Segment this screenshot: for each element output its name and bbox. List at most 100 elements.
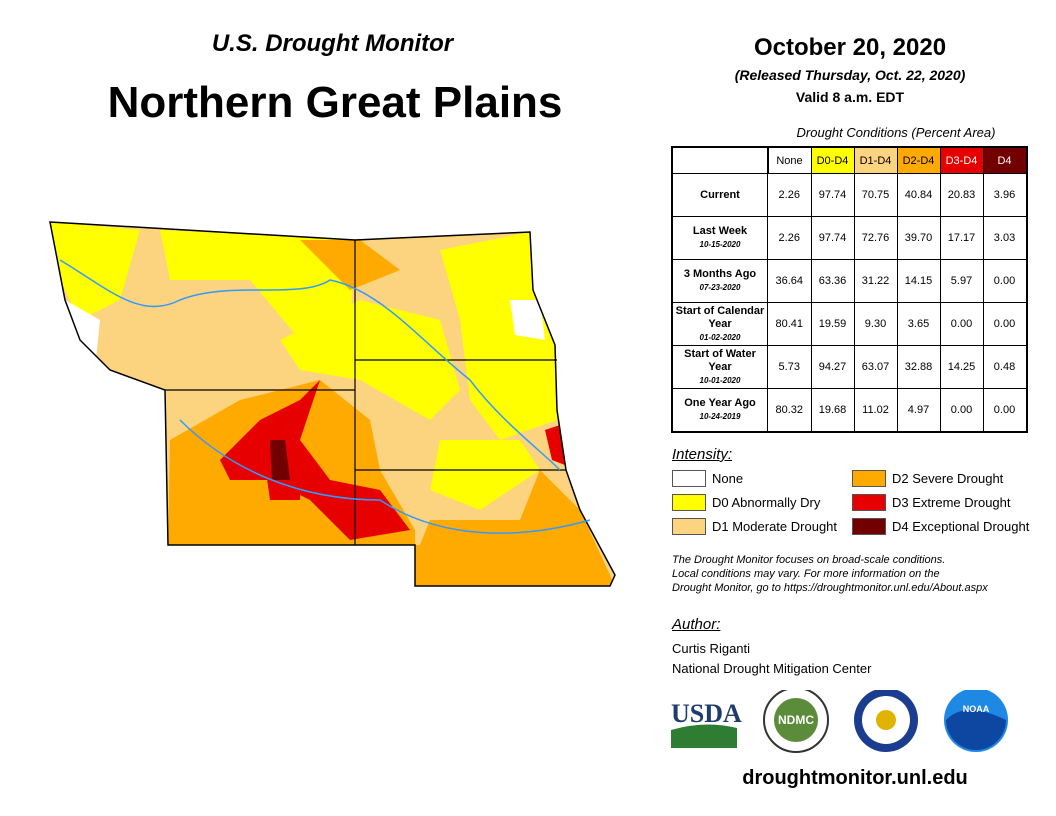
legend-item: D3 Extreme Drought <box>852 494 1011 511</box>
table-caption: Drought Conditions (Percent Area) <box>796 125 996 140</box>
svg-text:USDA: USDA <box>671 699 742 728</box>
page-title: Northern Great Plains <box>107 78 563 127</box>
state-borders <box>165 240 566 545</box>
table-row: Last Week 10-15-2020 2.26 97.74 72.76 39.70 17… <box>671 216 1027 260</box>
col-header: D4 <box>982 146 1027 174</box>
author-info: Curtis Riganti National Drought Mitigati… <box>672 639 871 679</box>
legend-swatch <box>672 470 706 487</box>
table-cell: 0.48 <box>982 345 1027 389</box>
table-cell: 17.17 <box>939 216 984 260</box>
table-cell: 63.07 <box>853 345 898 389</box>
table-cell: 36.64 <box>767 259 812 303</box>
col-header: D3-D4 <box>939 146 984 174</box>
table-row: Start of Water Year 10-01-2020 5.73 94.27 63… <box>671 345 1027 389</box>
note-line: Drought Monitor, go to https://droughtmo… <box>672 582 988 594</box>
table-cell: 97.74 <box>810 216 855 260</box>
table-cell: 63.36 <box>810 259 855 303</box>
table-cell: 31.22 <box>853 259 898 303</box>
svg-text:NDMC: NDMC <box>778 713 814 727</box>
col-header: None <box>767 146 812 174</box>
map-date: October 20, 2020 <box>753 34 947 61</box>
table-cell: 3.03 <box>982 216 1027 260</box>
svg-text:NOAA: NOAA <box>963 704 990 714</box>
legend-item: None <box>672 470 743 487</box>
disclaimer-note: The Drought Monitor focuses on broad-sca… <box>672 553 988 595</box>
legend-swatch <box>852 494 886 511</box>
table-cell: 19.59 <box>810 302 855 346</box>
table-header-row: None D0-D4 D1-D4 D2-D4 D3-D4 D4 <box>672 146 1027 174</box>
legend-item: D0 Abnormally Dry <box>672 494 820 511</box>
table-cell: 0.00 <box>939 388 984 433</box>
table-cell: 19.68 <box>810 388 855 433</box>
region-outline <box>49 221 616 587</box>
legend-swatch <box>672 494 706 511</box>
noaa-logo: NOAA <box>944 690 1008 752</box>
table-cell: 14.15 <box>896 259 941 303</box>
table-cell: 0.00 <box>982 302 1027 346</box>
legend-item: D4 Exceptional Drought <box>852 518 1029 535</box>
ndmc-logo: NDMC <box>763 690 829 753</box>
commerce-seal <box>854 690 918 752</box>
table-cell: 2.26 <box>767 173 812 217</box>
table-cell: 14.25 <box>939 345 984 389</box>
legend-item: D2 Severe Drought <box>852 470 1003 487</box>
valid-time: Valid 8 a.m. EDT <box>795 89 905 105</box>
none-area <box>510 300 545 340</box>
table-cell: 4.97 <box>896 388 941 433</box>
website-url[interactable]: droughtmonitor.unl.edu <box>742 767 968 789</box>
col-header: D1-D4 <box>853 146 898 174</box>
table-cell: 3.65 <box>896 302 941 346</box>
col-header: D2-D4 <box>896 146 941 174</box>
table-cell: 40.84 <box>896 173 941 217</box>
table-cell: 5.73 <box>767 345 812 389</box>
rivers <box>59 259 591 534</box>
subtitle: U.S. Drought Monitor <box>211 30 454 57</box>
drought-conditions-table: None D0-D4 D1-D4 D2-D4 D3-D4 D4 Current 2… <box>671 146 1028 433</box>
note-line: Local conditions may vary. For more info… <box>672 568 940 580</box>
row-label: Current <box>671 173 768 217</box>
row-label: Last Week 10-15-2020 <box>671 216 768 260</box>
table-cell: 39.70 <box>896 216 941 260</box>
table-cell: 0.00 <box>939 302 984 346</box>
d2-area <box>300 240 400 290</box>
table-cell: 72.76 <box>853 216 898 260</box>
table-row: Current 2.26 97.74 70.75 40.84 20.83 3.96 <box>671 173 1027 217</box>
author-org: National Drought Mitigation Center <box>672 661 872 676</box>
legend-swatch <box>672 518 706 535</box>
row-label: 3 Months Ago 07-23-2020 <box>671 259 768 303</box>
table-cell: 32.88 <box>896 345 941 389</box>
agency-logos: USDA NDMC NOAA <box>671 690 1008 753</box>
table-cell: 20.83 <box>939 173 984 217</box>
table-cell: 80.41 <box>767 302 812 346</box>
table-row: One Year Ago 10-24-2019 80.32 19.68 11.02 4.9… <box>671 388 1027 433</box>
legend-title: Intensity: <box>672 446 733 463</box>
legend-item: D1 Moderate Drought <box>672 518 837 535</box>
table-cell: 94.27 <box>810 345 855 389</box>
usda-logo: USDA <box>671 699 742 748</box>
table-cell: 97.74 <box>810 173 855 217</box>
d4-area <box>270 440 290 480</box>
table-cell: 70.75 <box>853 173 898 217</box>
table-cell: 5.97 <box>939 259 984 303</box>
author-heading: Author: <box>672 616 721 633</box>
row-label: Start of Calendar Year 01-02-2020 <box>671 302 768 346</box>
d0-area <box>160 230 355 340</box>
table-row: Start of Calendar Year 01-02-2020 80.41 19.… <box>671 302 1027 346</box>
table-row: 3 Months Ago 07-23-2020 36.64 63.36 31.22 14.… <box>671 259 1027 303</box>
drought-map <box>49 221 616 587</box>
table-cell: 2.26 <box>767 216 812 260</box>
legend-swatch <box>852 518 886 535</box>
table-cell: 0.00 <box>982 259 1027 303</box>
row-label: One Year Ago 10-24-2019 <box>671 388 768 433</box>
author-name: Curtis Riganti <box>672 641 751 656</box>
table-cell: 11.02 <box>853 388 898 433</box>
table-cell: 0.00 <box>982 388 1027 433</box>
col-header: D0-D4 <box>810 146 855 174</box>
d0-area <box>430 440 540 510</box>
d0-area <box>440 232 557 440</box>
table-cell: 3.96 <box>982 173 1027 217</box>
table-cell: 80.32 <box>767 388 812 433</box>
legend-swatch <box>852 470 886 487</box>
release-date: (Released Thursday, Oct. 22, 2020) <box>734 67 966 83</box>
